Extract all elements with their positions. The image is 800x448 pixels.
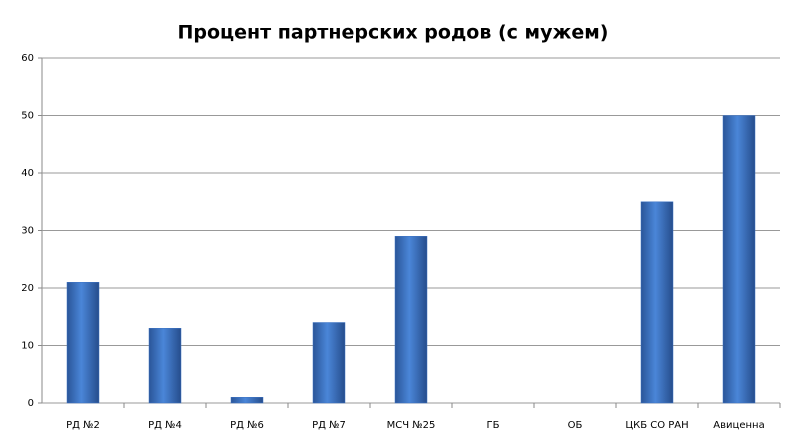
bar [722,115,756,404]
y-tick-label: 30 [21,226,34,237]
x-tick-label: РД №6 [230,420,264,431]
y-tick-label: 10 [21,341,34,352]
x-tick-label: РД №4 [148,420,182,431]
bar [640,201,674,404]
x-tick-label: РД №2 [66,420,100,431]
bar [230,397,264,404]
x-tick-label: МСЧ №25 [387,420,436,431]
chart-title: Процент партнерских родов (с мужем) [178,22,609,44]
bar [148,328,182,404]
y-tick-label: 20 [21,283,34,294]
x-tick-label: ГБ [487,420,500,431]
x-tick-label: РД №7 [312,420,346,431]
y-tick-label: 50 [21,111,34,122]
y-tick-label: 40 [21,168,34,179]
y-tick-label: 0 [28,398,34,409]
bar [394,236,428,404]
bar [66,282,100,404]
y-tick-label: 60 [21,53,34,64]
x-tick-label: Авиценна [713,420,764,431]
x-tick-label: ОБ [568,420,583,431]
bar [312,322,346,404]
x-tick-label: ЦКБ СО РАН [625,420,688,431]
